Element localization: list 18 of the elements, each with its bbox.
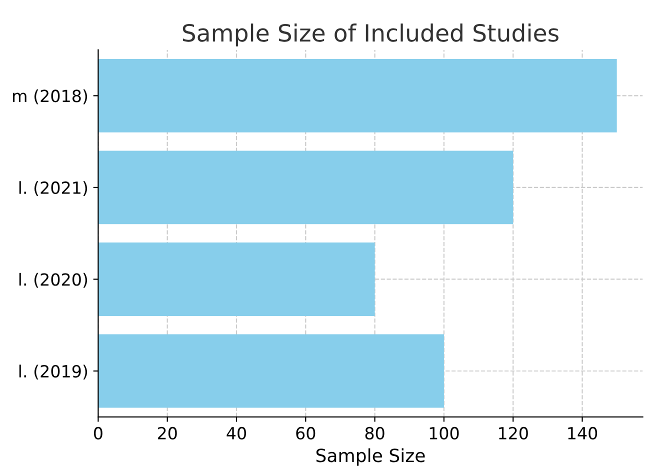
bar — [98, 58, 617, 132]
x-tick-label: 40 — [226, 426, 246, 440]
x-tick-label: 60 — [296, 426, 316, 440]
y-tick-label: l. (2020) — [19, 272, 88, 288]
y-tick-label: m (2018) — [13, 89, 88, 104]
bar — [98, 334, 444, 408]
x-tick-label: 20 — [158, 426, 177, 440]
x-tick-label: 0 — [94, 426, 102, 440]
bar — [98, 242, 375, 316]
x-tick-label: 120 — [499, 426, 528, 440]
x-tick-label: 100 — [430, 426, 459, 440]
x-axis-title: Sample Size — [316, 448, 425, 466]
y-tick-label: l. (2021) — [19, 181, 88, 196]
x-tick-label: 140 — [568, 426, 598, 440]
y-tick-label: l. (2019) — [19, 364, 88, 380]
x-tick-label: 80 — [365, 426, 384, 440]
bar — [98, 150, 514, 224]
chart-title: Sample Size of Included Studies — [182, 24, 558, 46]
